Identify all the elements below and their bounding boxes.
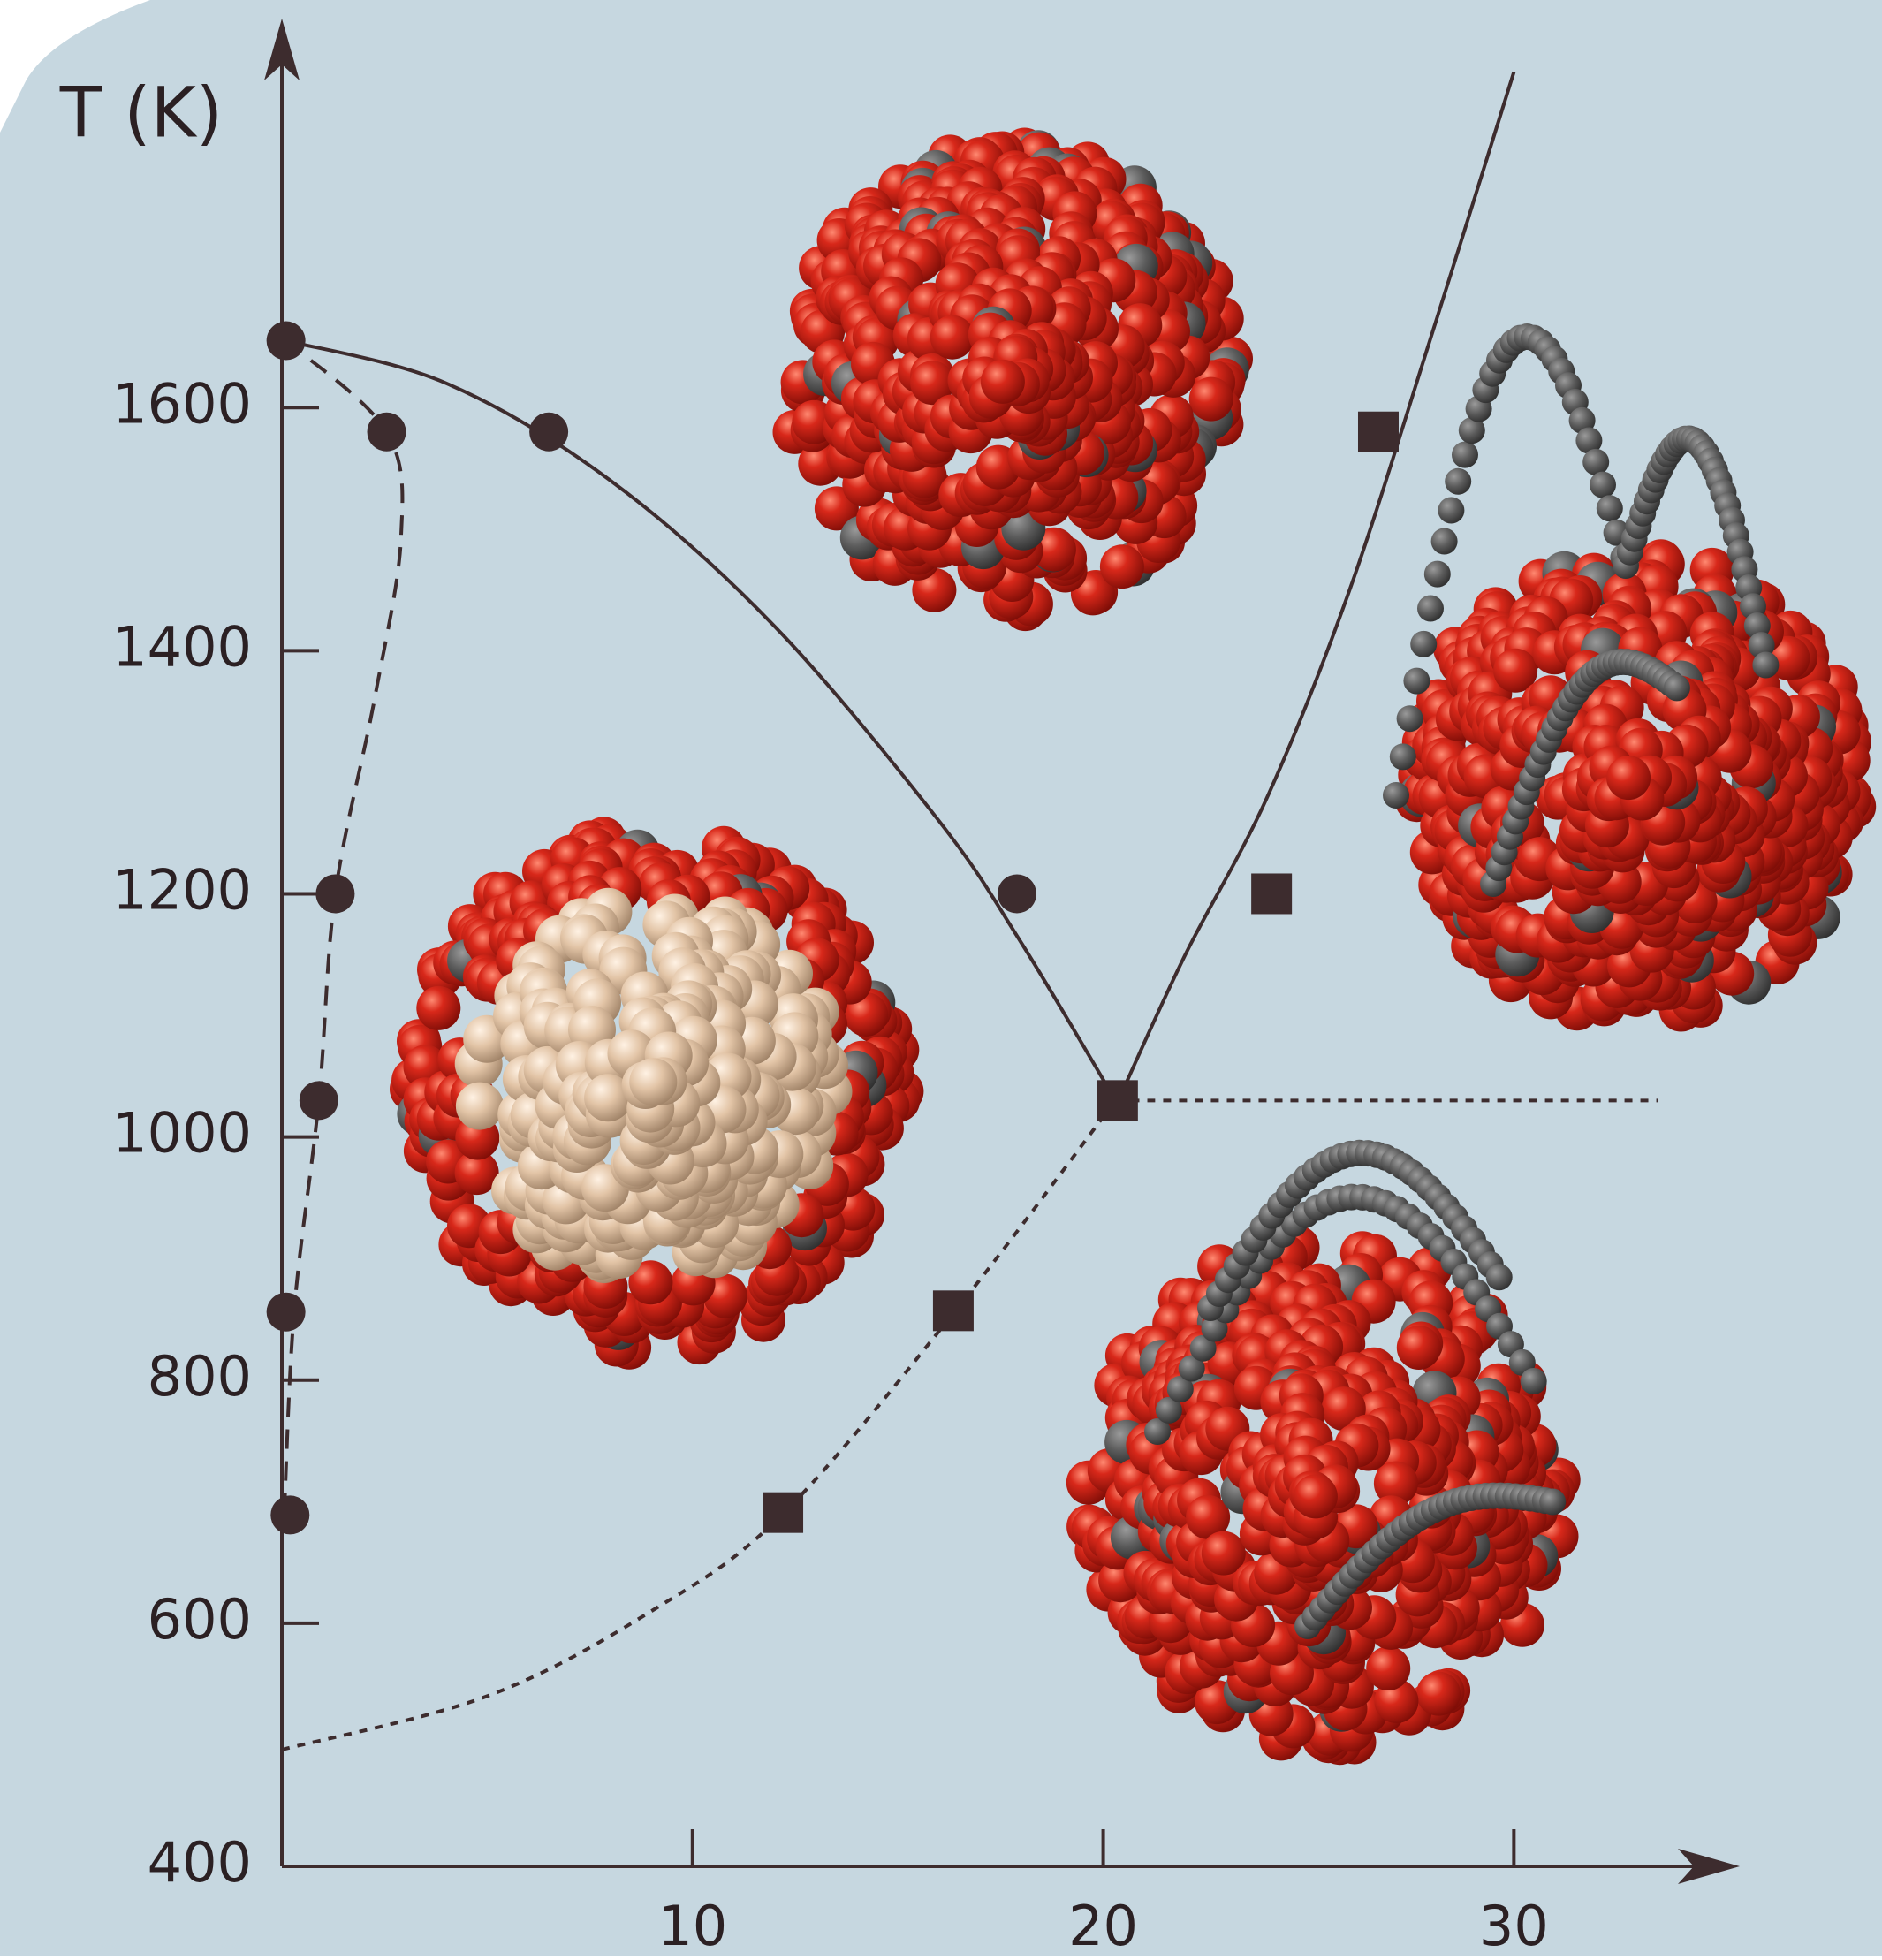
atom xyxy=(629,1058,677,1105)
square-point xyxy=(763,1493,803,1533)
chain-atom xyxy=(1597,495,1623,521)
y-tick-label: 1600 xyxy=(112,371,252,436)
chain-atom xyxy=(1390,743,1416,770)
chain-atom xyxy=(1521,1368,1547,1394)
square-point xyxy=(933,1290,974,1331)
y-tick-label: 800 xyxy=(148,1344,252,1409)
square-point xyxy=(1358,412,1399,452)
atom xyxy=(1294,1474,1338,1518)
circle-point xyxy=(270,1495,309,1534)
x-tick-label: 30 xyxy=(1479,1894,1549,1956)
chain-atom xyxy=(1424,561,1451,588)
atom xyxy=(456,1083,504,1130)
y-tick-label: 1200 xyxy=(112,858,252,923)
x-tick-label: 10 xyxy=(657,1894,727,1956)
atom xyxy=(1397,1326,1441,1370)
circle-point xyxy=(267,322,306,361)
y-tick-label: 600 xyxy=(148,1587,252,1652)
chain-atom xyxy=(1383,782,1409,809)
square-point xyxy=(1251,873,1292,914)
chain-atom xyxy=(1397,705,1423,732)
circle-point xyxy=(529,413,568,452)
chain-atom xyxy=(1438,498,1464,524)
atom xyxy=(981,360,1025,404)
atom xyxy=(1100,544,1144,589)
y-axis-label: T (K) xyxy=(59,73,223,153)
chain-atom xyxy=(1590,472,1616,498)
y-tick-label: 400 xyxy=(148,1830,252,1895)
atom xyxy=(930,315,975,360)
atom xyxy=(1366,1646,1410,1690)
chain-atom xyxy=(1752,652,1779,679)
chain-atom xyxy=(1417,596,1444,622)
y-tick-label: 1000 xyxy=(112,1101,252,1166)
circle-point xyxy=(300,1081,338,1120)
y-tick-label: 1400 xyxy=(112,614,252,679)
atom xyxy=(416,986,460,1030)
chart: T (K) 400 600 800 1000 1200 1400 1600 10 20 30 xyxy=(0,0,1882,1956)
circle-point xyxy=(267,1293,306,1332)
square-point xyxy=(1097,1080,1138,1121)
chain-atom xyxy=(1539,1489,1566,1516)
chain-atom xyxy=(1403,668,1430,695)
x-tick-label: 20 xyxy=(1068,1894,1138,1956)
chain-atom xyxy=(1452,442,1478,468)
circle-point xyxy=(315,874,354,913)
circle-point xyxy=(998,874,1036,913)
circle-point xyxy=(368,413,406,452)
chain-atom xyxy=(1410,631,1437,657)
chain-atom xyxy=(1445,468,1471,495)
chain-atom xyxy=(1664,674,1690,701)
chain-atom xyxy=(1486,1264,1513,1290)
atom xyxy=(1189,377,1233,422)
chain-atom xyxy=(1431,528,1458,555)
chain-atom xyxy=(1582,449,1609,475)
atom xyxy=(1606,756,1651,800)
atom xyxy=(1416,1672,1461,1716)
